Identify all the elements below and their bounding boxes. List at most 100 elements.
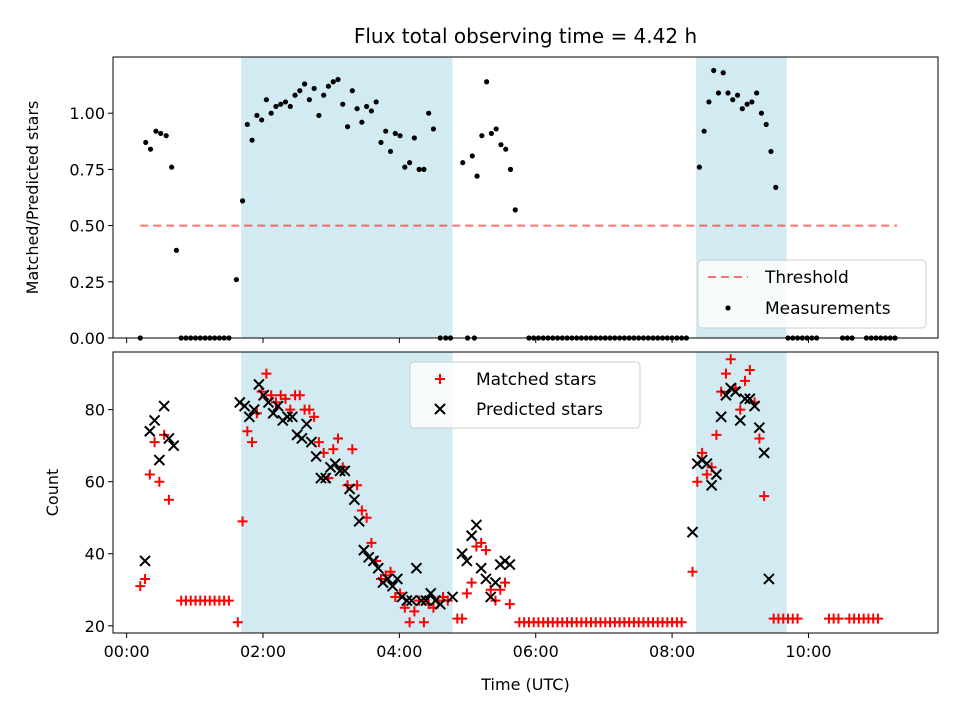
data-point [163,133,169,139]
data-point [135,581,146,592]
ratio-panel: 0.00 0.25 0.50 0.75 1.00 Matched/Predicted st… [23,24,939,348]
data-point [754,433,765,444]
data-point [404,617,415,628]
data-point [763,573,775,585]
y-tick-label: 80 [85,401,105,420]
data-point [267,407,279,419]
data-point [706,99,712,105]
data-point [281,411,294,423]
y-tick-label: 0.50 [69,217,105,236]
data-point [292,92,298,98]
data-point [340,101,346,107]
data-point [720,368,731,379]
data-point [144,425,156,437]
data-point [167,439,180,452]
data-point [729,385,742,398]
data-point [469,153,475,159]
data-point [735,404,746,415]
data-point [720,389,732,401]
data-point [296,432,308,445]
legend-measurements-label: Measurements [765,299,891,319]
data-point [320,472,332,484]
data-point [334,465,346,477]
data-point [739,393,751,405]
data-point [744,101,750,107]
data-point [310,450,322,463]
data-point [278,101,284,107]
data-point [273,103,279,110]
data-point [833,613,844,624]
data-point [430,126,437,132]
data-point [696,164,702,170]
data-point [254,112,260,119]
data-point [710,468,723,481]
data-point [263,97,270,103]
data-point [367,555,380,567]
legend-matched-label: Matched stars [476,370,596,390]
data-point [488,130,495,137]
data-point [507,166,514,172]
data-point [504,599,515,610]
data-point [223,595,234,606]
y-axis-label: Count [43,469,62,517]
data-point [237,516,248,527]
data-point [304,404,315,415]
data-point [730,97,736,103]
data-point [247,437,258,448]
data-point [330,79,336,85]
legend-measurements-swatch [725,305,731,311]
data-point [391,573,404,585]
data-point [740,375,751,386]
data-point [359,119,365,125]
data-point [434,598,446,610]
data-point [239,198,246,204]
data-point [470,519,483,531]
data-point [406,160,413,166]
data-point [759,491,770,502]
data-point [402,164,408,170]
data-point [280,393,291,404]
legend-box [697,259,927,329]
data-point [465,530,478,542]
data-point [457,613,468,624]
data-point [382,573,394,585]
data-point [301,81,308,87]
data-point [347,444,358,455]
data-point [387,148,394,155]
data-point [173,247,180,253]
data-point [768,148,774,155]
data-point [701,128,707,134]
data-point [498,142,504,148]
data-point [139,555,151,567]
data-point [140,573,151,584]
legend: Matched stars Predicted stars [409,361,641,429]
data-point [149,437,160,448]
data-point [405,594,418,607]
data-point [282,99,289,105]
data-point [395,588,406,599]
count-panel: 20 40 60 80 00:00 02:00 04:00 06:00 08:00 10:00 Co… [43,351,939,694]
y-tick-label: 1.00 [69,104,105,123]
data-point [325,83,332,89]
y-tick-label: 60 [85,473,105,492]
data-point [148,414,161,427]
data-point [749,99,755,105]
data-point [158,400,170,412]
data-point [348,493,361,506]
data-point [313,437,324,448]
data-point [411,135,417,141]
data-point [711,429,722,440]
data-point [383,128,389,134]
data-point [773,184,779,190]
data-point [701,469,712,480]
data-point [300,418,313,430]
data-point [415,594,427,607]
data-point [410,562,423,574]
y-axis-label: Matched/Predicted stars [23,101,42,295]
data-point [306,97,312,103]
data-point [366,537,377,548]
data-point [484,79,490,85]
data-point [493,126,499,132]
x-tick-label: 02:00 [240,642,286,661]
